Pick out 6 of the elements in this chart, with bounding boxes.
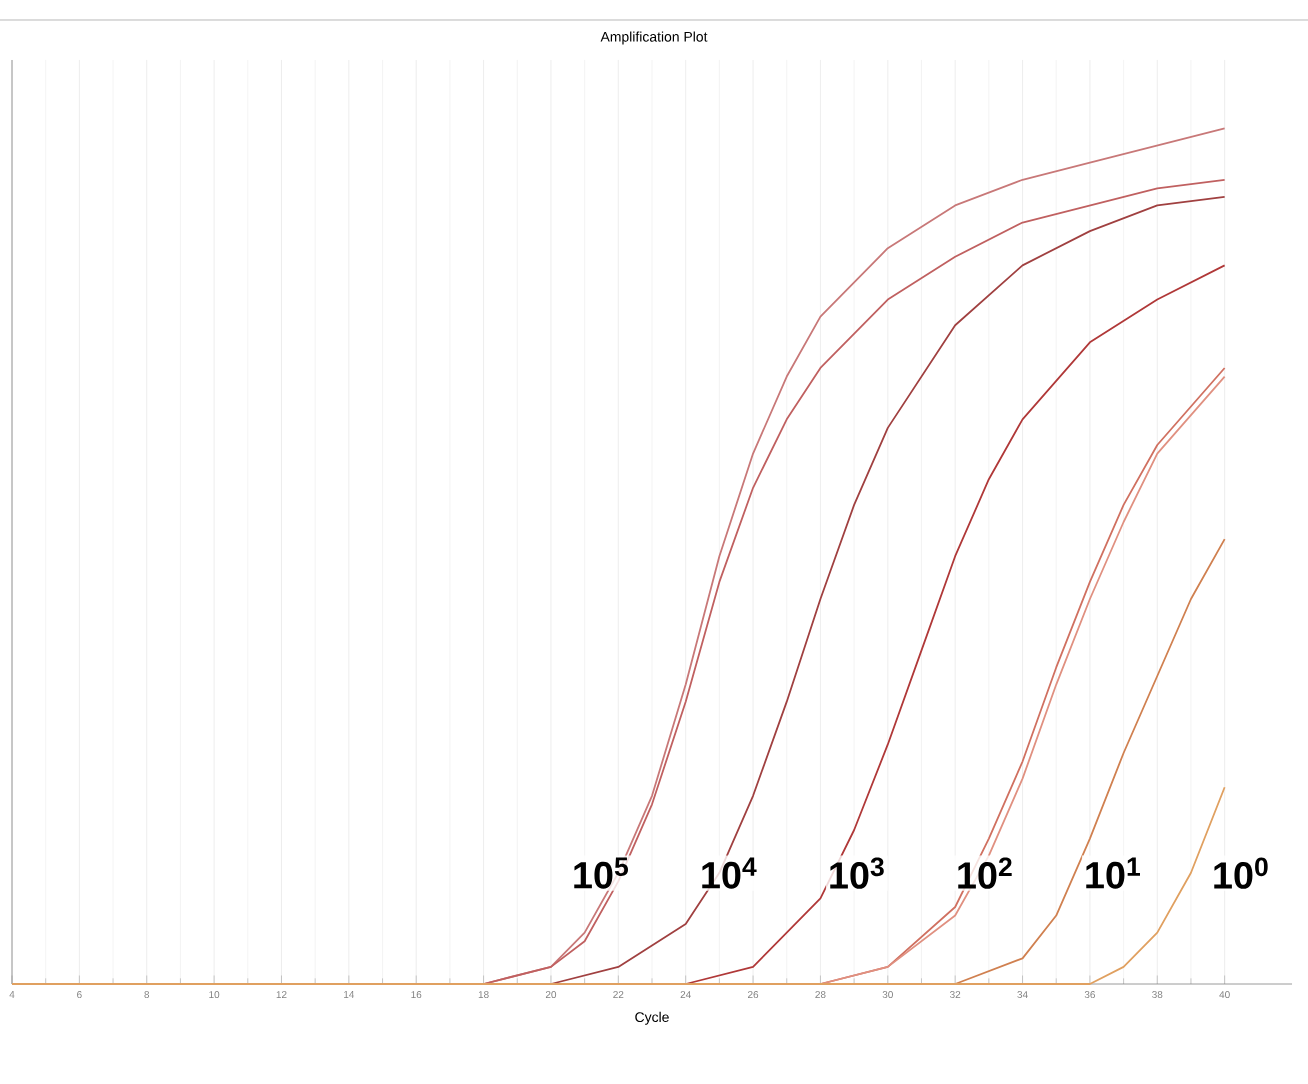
annotation: 10$^{2}$ — [958, 857, 1012, 889]
annotation: 10$^{0}$ — [1214, 857, 1268, 889]
annotation: 10$^{3}$ — [830, 857, 884, 889]
annotation: 10$^{4}$ — [702, 857, 757, 889]
annotation: 10$^{1}$ — [1086, 857, 1140, 889]
annotation: 10$^{5}$ — [574, 857, 628, 889]
